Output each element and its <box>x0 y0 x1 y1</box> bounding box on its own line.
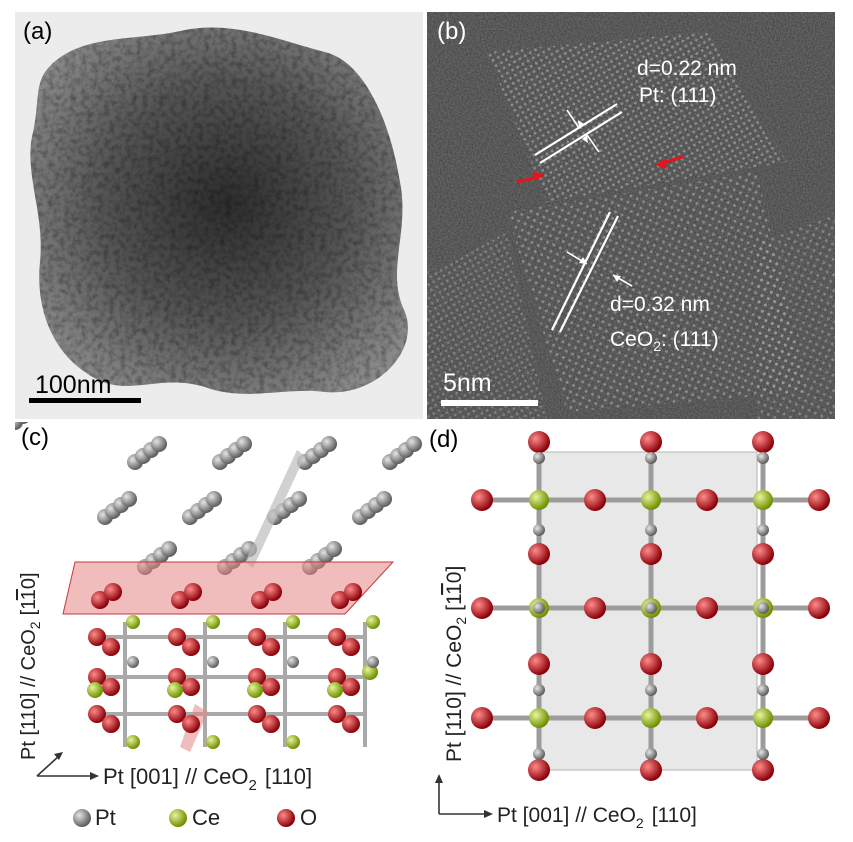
ceo2-spacing-label: d=0.32 nm <box>610 293 710 316</box>
pt-atom-chains <box>15 422 422 575</box>
axis-horizontal-label: Pt [001] // CeO2 [110] <box>103 764 312 794</box>
scale-bar-label: 5nm <box>443 369 492 397</box>
pt-spacing-label: d=0.22 nm <box>637 57 737 80</box>
axis-horizontal-label: Pt [001] // CeO2 [110] <box>497 804 697 831</box>
panel-c: Pt [001] // CeO2 [110] Pt [110] // CeO2[1… <box>15 422 423 837</box>
legend-pt-swatch <box>73 809 91 827</box>
panel-label-b: (b) <box>437 18 467 45</box>
panel-label-a: (a) <box>23 18 53 45</box>
scale-bar-label: 100nm <box>35 371 111 399</box>
axis-arrows <box>438 780 487 815</box>
panel-a: 100nm (a) <box>15 12 423 419</box>
pt-plane-label: Pt: (111) <box>639 84 716 107</box>
hrtem-micrograph: d=0.22 nm Pt: (111) d=0.32 nm CeO2: (111… <box>427 12 835 419</box>
pt-atoms <box>533 452 769 760</box>
panel-label-c: (c) <box>21 424 49 451</box>
axis-vertical-label: Pt [110] // CeO2[110] <box>18 572 43 760</box>
legend-o-swatch <box>277 809 295 827</box>
panel-label-d: (d) <box>429 426 459 453</box>
scale-bar <box>441 400 538 406</box>
panel-b: d=0.22 nm Pt: (111) d=0.32 nm CeO2: (111… <box>427 12 835 419</box>
legend: Pt Ce O <box>73 805 317 830</box>
panel-d: Pt [001] // CeO2 [110] Pt [110] // CeO2[1… <box>427 422 835 837</box>
o-atoms <box>88 583 362 733</box>
ceo2-plane-label: CeO2: (111) <box>610 328 719 354</box>
o-atoms <box>471 431 830 781</box>
axis-arrows <box>36 755 93 777</box>
legend-ce-swatch <box>169 809 187 827</box>
pt-atoms-interface <box>127 656 379 668</box>
legend-o-label: O <box>300 805 317 830</box>
ceo2-lattice <box>95 622 367 747</box>
interface-top-view-model: Pt [001] // CeO2 [110] Pt [110] // CeO2[1… <box>435 431 830 831</box>
legend-ce-label: Ce <box>192 805 220 830</box>
ce-atoms <box>87 615 380 749</box>
tem-micrograph: 100nm <box>15 12 423 419</box>
scale-bar <box>29 398 141 403</box>
interface-plane <box>62 561 395 615</box>
axis-vertical-label: Pt [110] // CeO2[110] <box>443 566 469 762</box>
legend-pt-label: Pt <box>95 805 116 830</box>
interface-3d-model: Pt [001] // CeO2 [110] Pt [110] // CeO2[1… <box>15 422 422 830</box>
